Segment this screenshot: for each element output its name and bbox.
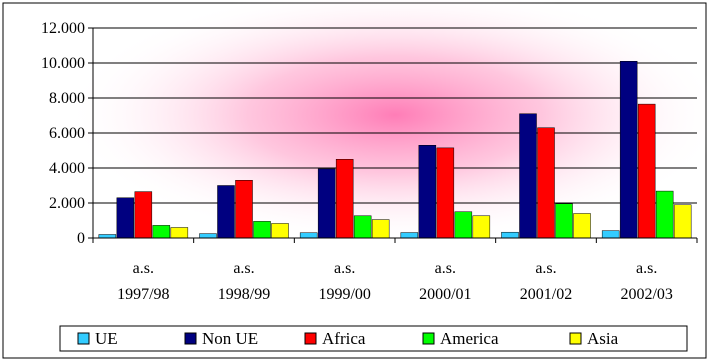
legend-label: Asia <box>587 329 619 348</box>
legend-label: UE <box>95 329 118 348</box>
legend-swatch <box>77 332 90 345</box>
legend-swatch <box>184 332 197 345</box>
bar-non-ue <box>619 61 638 239</box>
x-category-label: a.s. <box>535 260 556 277</box>
bar-america <box>655 190 674 239</box>
bar-non-ue <box>418 145 437 239</box>
bar-america <box>353 215 372 239</box>
legend-swatch <box>422 332 435 345</box>
legend-box <box>59 325 688 352</box>
x-category-label: 1998/99 <box>218 286 270 303</box>
bar-non-ue <box>217 185 235 239</box>
x-category-label: a.s. <box>233 260 254 277</box>
x-axis-category-labels: a.s. 1997/98 a.s. 1998/99 a.s. 1999/00 a.s. 200… <box>117 260 673 303</box>
bar-ue <box>299 232 318 239</box>
x-category-label: 2001/02 <box>520 286 572 303</box>
bar-asia <box>170 227 189 239</box>
bar-ue <box>400 232 419 239</box>
x-category-label: 2002/03 <box>620 286 672 303</box>
legend-swatch <box>569 332 582 345</box>
bar-africa <box>134 191 153 239</box>
bar-non-ue <box>317 168 336 239</box>
bar-america <box>555 203 573 239</box>
y-tick-label: 8.000 <box>49 90 85 107</box>
legend-swatch <box>304 332 317 345</box>
bar-asia <box>371 219 390 239</box>
bar-america <box>152 225 171 239</box>
bar-ue <box>199 233 217 239</box>
bar-asia <box>472 215 491 239</box>
bar-ue <box>501 231 519 239</box>
y-axis-tick-labels: 0 2.000 4.000 6.000 8.000 10.000 12.000 <box>41 20 85 247</box>
y-tick-label: 10.000 <box>41 55 85 72</box>
x-category-label: a.s. <box>435 260 456 277</box>
bar-africa <box>537 127 555 239</box>
bar-asia <box>271 223 289 239</box>
bar-ue <box>601 230 620 239</box>
x-category-label: 1997/98 <box>117 286 169 303</box>
bar-america <box>454 211 473 239</box>
x-category-label: a.s. <box>133 260 154 277</box>
bar-africa <box>436 147 455 239</box>
bar-africa <box>235 180 253 239</box>
bar-non-ue <box>519 113 537 239</box>
x-category-label: 1999/00 <box>318 286 370 303</box>
bar-asia <box>673 204 692 239</box>
y-tick-label: 0 <box>77 230 85 247</box>
y-tick-label: 12.000 <box>41 20 85 37</box>
bars <box>98 61 692 239</box>
legend: UE Non UE Africa America Asia <box>59 325 688 352</box>
gridlines <box>93 27 697 204</box>
bar-non-ue <box>116 197 135 239</box>
x-category-label: a.s. <box>334 260 355 277</box>
legend-label: Non UE <box>202 329 258 348</box>
bar-africa <box>335 159 354 239</box>
y-tick-label: 4.000 <box>49 160 85 177</box>
legend-label: America <box>440 329 499 348</box>
bar-africa <box>637 103 656 239</box>
y-tick-label: 6.000 <box>49 125 85 142</box>
x-category-label: 2000/01 <box>419 286 471 303</box>
bar-asia <box>573 213 591 239</box>
legend-label: Africa <box>322 329 366 348</box>
bar-ue <box>98 234 117 239</box>
x-category-label: a.s. <box>636 260 657 277</box>
bar-america <box>253 221 271 239</box>
y-tick-label: 2.000 <box>49 195 85 212</box>
axes <box>88 27 698 243</box>
